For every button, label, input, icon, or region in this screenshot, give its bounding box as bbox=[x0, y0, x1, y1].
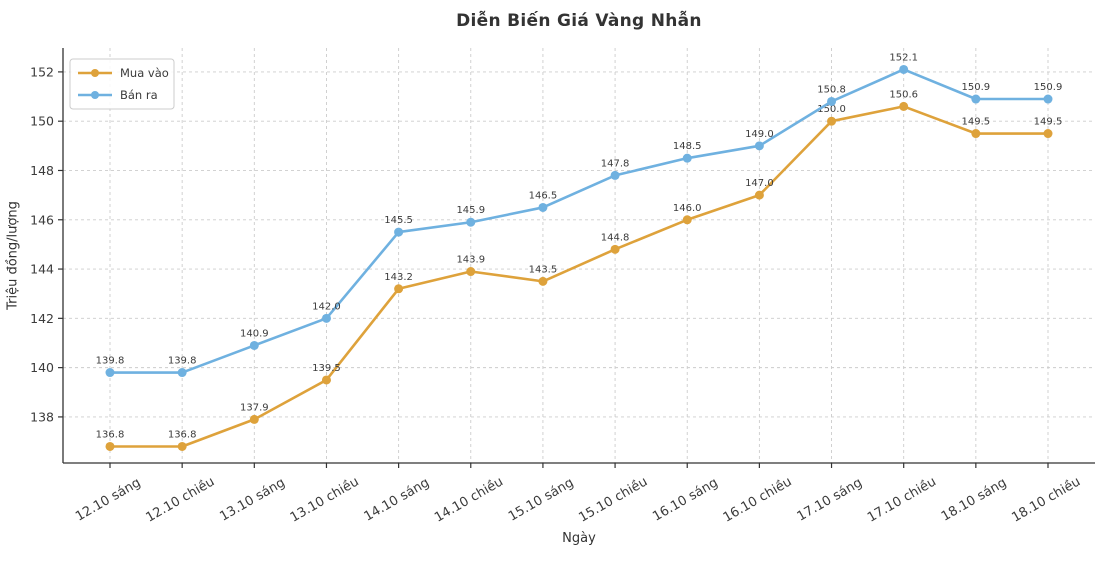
data-point-label: 143.5 bbox=[529, 264, 558, 275]
data-point-marker bbox=[610, 170, 620, 180]
data-point-label: 149.5 bbox=[962, 117, 991, 128]
x-tick-label: 17.10 chiều bbox=[865, 474, 939, 525]
data-point-label: 143.9 bbox=[456, 255, 485, 266]
data-point-label: 150.8 bbox=[817, 84, 846, 95]
data-point-label: 142.0 bbox=[312, 301, 341, 312]
legend-marker-sample bbox=[91, 91, 99, 99]
x-tick-label: 16.10 sáng bbox=[650, 475, 720, 524]
data-point-label: 136.8 bbox=[96, 429, 125, 440]
y-tick-label: 138 bbox=[30, 409, 54, 424]
chart-title: Diễn Biến Giá Vàng Nhẫn bbox=[456, 11, 702, 31]
x-tick-label: 17.10 sáng bbox=[795, 475, 865, 524]
data-point-marker bbox=[899, 101, 909, 111]
data-point-label: 144.8 bbox=[601, 232, 630, 243]
data-point-marker bbox=[538, 276, 548, 286]
data-point-label: 152.1 bbox=[889, 52, 918, 63]
data-point-marker bbox=[1043, 129, 1053, 139]
x-tick-label: 18.10 chiều bbox=[1009, 474, 1083, 525]
y-tick-label: 146 bbox=[30, 212, 54, 227]
data-point-marker bbox=[466, 267, 476, 277]
data-point-marker bbox=[177, 441, 187, 451]
data-point-marker bbox=[321, 375, 331, 385]
data-point-label: 150.9 bbox=[1034, 82, 1063, 93]
data-point-marker bbox=[321, 313, 331, 323]
y-tick-label: 152 bbox=[30, 64, 54, 79]
y-tick-label: 150 bbox=[30, 114, 54, 129]
data-point-marker bbox=[538, 202, 548, 212]
series-line-Mua vào bbox=[108, 105, 1050, 448]
data-point-label: 149.5 bbox=[1034, 117, 1063, 128]
data-point-label: 148.5 bbox=[673, 141, 702, 152]
legend-marker-sample bbox=[91, 69, 99, 77]
series-line-Bán ra bbox=[108, 68, 1050, 374]
data-point-marker bbox=[249, 414, 259, 424]
data-point-label: 139.8 bbox=[168, 356, 197, 367]
data-point-marker bbox=[394, 227, 404, 237]
x-axis-label: Ngày bbox=[562, 531, 596, 546]
x-tick-label: 18.10 sáng bbox=[939, 475, 1009, 524]
data-point-label: 146.5 bbox=[529, 190, 558, 201]
x-tick-label: 15.10 chiều bbox=[576, 474, 650, 525]
data-point-label: 147.0 bbox=[745, 178, 774, 189]
data-point-label: 149.0 bbox=[745, 129, 774, 140]
data-point-label: 143.2 bbox=[384, 272, 413, 283]
data-point-label: 137.9 bbox=[240, 402, 269, 413]
y-tick-label: 140 bbox=[30, 360, 54, 375]
x-tick-label: 12.10 chiều bbox=[143, 474, 217, 525]
data-point-marker bbox=[971, 129, 981, 139]
data-point-marker bbox=[1043, 94, 1053, 104]
data-point-marker bbox=[177, 368, 187, 378]
data-point-marker bbox=[971, 94, 981, 104]
x-tick-label: 16.10 chiều bbox=[721, 474, 795, 525]
y-tick-label: 142 bbox=[30, 311, 54, 326]
data-point-label: 145.5 bbox=[384, 215, 413, 226]
y-tick-label: 148 bbox=[30, 163, 54, 178]
data-point-label: 136.8 bbox=[168, 429, 197, 440]
data-point-label: 147.8 bbox=[601, 158, 630, 169]
data-point-marker bbox=[682, 215, 692, 225]
x-tick-label: 13.10 chiều bbox=[288, 474, 362, 525]
data-point-marker bbox=[394, 284, 404, 294]
data-point-label: 146.0 bbox=[673, 203, 702, 214]
data-point-label: 150.0 bbox=[817, 104, 846, 115]
data-point-marker bbox=[105, 441, 115, 451]
x-tick-label: 12.10 sáng bbox=[73, 475, 143, 524]
x-tick-label: 14.10 sáng bbox=[362, 475, 432, 524]
legend-label: Mua vào bbox=[120, 66, 169, 80]
data-point-label: 145.9 bbox=[456, 205, 485, 216]
data-point-marker bbox=[827, 116, 837, 126]
data-point-label: 140.9 bbox=[240, 328, 269, 339]
x-tick-label: 15.10 sáng bbox=[506, 475, 576, 524]
x-tick-label: 14.10 chiều bbox=[432, 474, 506, 525]
data-point-marker bbox=[249, 340, 259, 350]
data-point-label: 139.8 bbox=[96, 356, 125, 367]
x-tick-label: 13.10 sáng bbox=[217, 475, 287, 524]
data-point-marker bbox=[466, 217, 476, 227]
data-point-marker bbox=[105, 368, 115, 378]
data-point-marker bbox=[754, 141, 764, 151]
data-point-marker bbox=[827, 96, 837, 106]
data-point-marker bbox=[682, 153, 692, 163]
legend-label: Bán ra bbox=[120, 88, 158, 102]
data-point-marker bbox=[610, 244, 620, 254]
data-point-label: 150.9 bbox=[962, 82, 991, 93]
data-point-marker bbox=[899, 64, 909, 74]
data-point-marker bbox=[754, 190, 764, 200]
y-tick-label: 144 bbox=[30, 262, 54, 277]
data-point-label: 150.6 bbox=[889, 89, 918, 100]
data-point-label: 139.5 bbox=[312, 363, 341, 374]
